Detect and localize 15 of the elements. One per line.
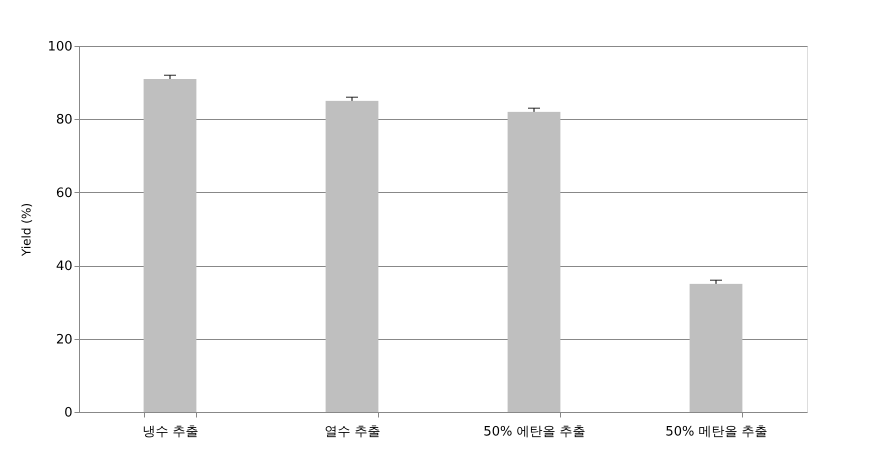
bar — [326, 100, 378, 412]
x-tick-label: 50% 메탄올 추출 — [665, 424, 768, 440]
y-tick-label: 0 — [64, 406, 72, 420]
y-axis-title: Yield (%) — [20, 202, 34, 258]
bar — [508, 112, 560, 412]
x-tick-label: 열수 추출 — [324, 424, 381, 440]
y-tick-label: 20 — [56, 332, 72, 348]
x-tick-label: 냉수 추출 — [142, 424, 199, 440]
y-tick-label: 100 — [48, 40, 72, 54]
bar — [144, 78, 196, 412]
y-tick-label: 60 — [56, 186, 72, 201]
y-tick-label: 40 — [56, 259, 72, 274]
bar — [690, 284, 742, 412]
y-tick-label: 80 — [56, 112, 72, 128]
x-tick-label: 50% 에탄올 추출 — [483, 424, 586, 440]
